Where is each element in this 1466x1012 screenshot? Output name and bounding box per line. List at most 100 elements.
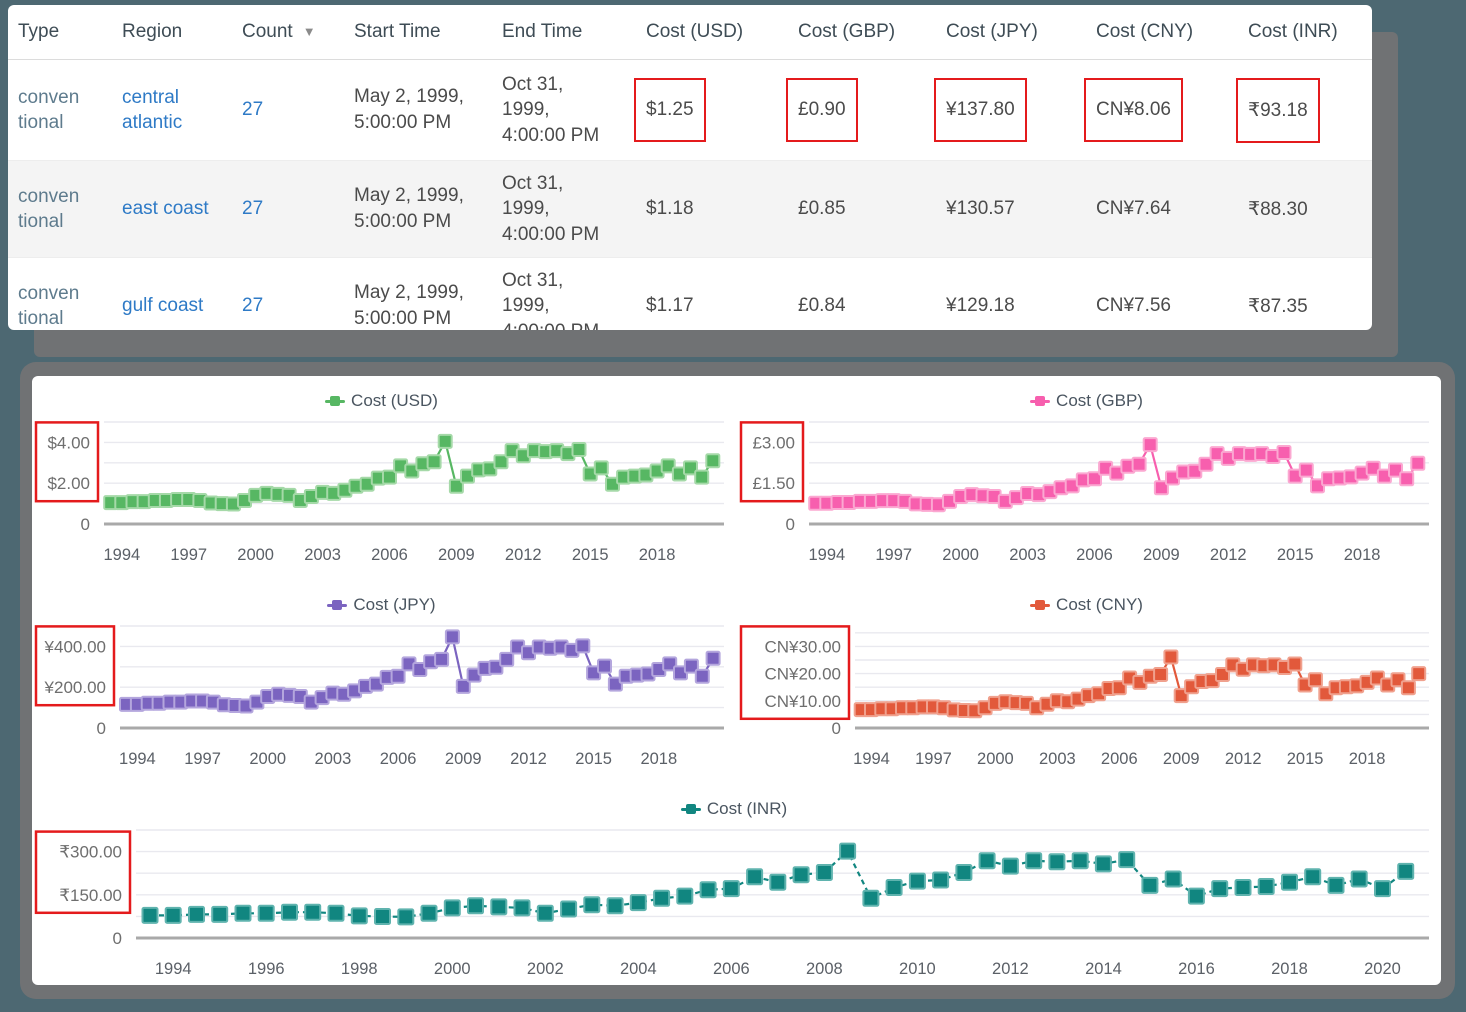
svg-text:1997: 1997 [915,750,952,768]
svg-text:2009: 2009 [1163,750,1200,768]
cell-count: 27 [232,59,344,161]
type-value: conventional [18,86,80,133]
column-header-type[interactable]: Type [8,5,112,60]
jpy-legend-marker-icon [327,600,348,610]
svg-text:2000: 2000 [249,750,286,768]
cell-end-time: Oct 31, 1999, 4:00:00 PM [492,160,636,258]
column-header-cost-usd[interactable]: Cost (USD) [636,5,788,60]
end-time-value: Oct 31, 1999, 4:00:00 PM [502,269,599,330]
table-row[interactable]: conventional gulf coast 27 May 2, 1999, … [8,257,1372,330]
region-link[interactable]: central atlantic [122,86,183,133]
svg-text:2020: 2020 [1364,960,1401,978]
svg-text:2000: 2000 [434,960,471,978]
end-time-value: Oct 31, 1999, 4:00:00 PM [502,172,600,245]
column-header-cost-gbp[interactable]: Cost (GBP) [788,5,936,60]
axis-highlight-box [34,830,132,915]
column-header-cost-inr[interactable]: Cost (INR) [1238,5,1372,60]
table-row[interactable]: conventional east coast 27 May 2, 1999, … [8,160,1372,258]
svg-text:2009: 2009 [1143,546,1180,564]
column-header-cost-cny[interactable]: Cost (CNY) [1086,5,1238,60]
cny-chart-plot[interactable]: CN¥30.00 CN¥20.00 CN¥10.00 0 1994 1997 2000 200… [737,618,1441,782]
gbp-chart-legend[interactable]: Cost (GBP) [737,390,1441,412]
column-header-region[interactable]: Region [112,5,232,60]
cell-cost-inr: ₹88.30 [1238,160,1372,258]
svg-text:2015: 2015 [572,546,609,564]
cny-legend-label: Cost (CNY) [1056,595,1143,614]
svg-text:CN¥20.00: CN¥20.00 [764,665,841,684]
start-time-value: May 2, 1999, 5:00:00 PM [354,86,464,133]
cost-inr-value: ₹93.18 [1248,99,1308,121]
cell-cost-jpy: ¥137.80 [934,59,1086,161]
svg-text:0: 0 [113,929,122,948]
region-link[interactable]: east coast [122,198,209,220]
svg-text:$4.00: $4.00 [47,433,90,452]
svg-text:1998: 1998 [341,960,378,978]
jpy-chart-plot[interactable]: ¥400.00 ¥200.00 0 1994 1997 2000 2003 2006 2009 2… [32,618,736,782]
svg-text:2000: 2000 [942,546,979,564]
svg-text:2010: 2010 [899,960,936,978]
svg-text:CN¥10.00: CN¥10.00 [764,692,841,711]
column-header-label: Cost (INR) [1248,21,1338,42]
cell-cost-cny: CN¥7.64 [1086,160,1238,258]
svg-text:₹300.00: ₹300.00 [59,843,122,862]
highlight-box-jpy: ¥137.80 [934,78,1027,142]
cell-cost-inr: ₹87.35 [1238,257,1372,330]
cost-jpy-value: ¥129.18 [946,295,1015,316]
usd-chart-legend[interactable]: Cost (USD) [32,390,736,412]
svg-text:0: 0 [81,515,90,534]
svg-text:2006: 2006 [371,546,408,564]
cell-count: 27 [232,257,344,330]
type-value: conventional [18,185,80,232]
sort-descending-icon[interactable]: ▼ [302,24,316,39]
axis-highlight-box [739,625,851,721]
highlight-box-gbp: £0.90 [786,78,858,142]
axis-highlight-box [34,625,116,707]
cost-usd-value: $1.18 [646,198,694,219]
cell-region: east coast [112,160,232,258]
usd-chart-plot[interactable]: $4.00 $2.00 0 1994 1997 2000 2003 2006 2009 2012 2… [32,414,736,578]
cell-cost-gbp: £0.84 [788,257,936,330]
column-header-cost-jpy[interactable]: Cost (JPY) [936,5,1086,60]
inr-chart-plot[interactable]: ₹300.00 ₹150.00 0 1994 1996 1998 2000 2002 2004 2… [32,822,1441,982]
cell-cost-cny: CN¥8.06 [1084,59,1238,161]
svg-text:2018: 2018 [640,750,677,768]
svg-text:2003: 2003 [315,750,352,768]
column-header-label: Type [18,21,60,42]
column-header-end-time[interactable]: End Time [492,5,636,60]
column-header-count[interactable]: Count ▼ [232,5,344,60]
region-link[interactable]: gulf coast [122,295,204,317]
cell-cost-usd: $1.25 [634,59,788,161]
svg-text:2015: 2015 [1277,546,1314,564]
inr-chart-legend[interactable]: Cost (INR) [32,798,1441,820]
cell-count: 27 [232,160,344,258]
count-link[interactable]: 27 [242,198,264,219]
svg-text:1994: 1994 [155,960,192,978]
jpy-chart-legend[interactable]: Cost (JPY) [32,594,736,616]
cny-chart: Cost (CNY) CN¥30.00 CN¥20.00 CN¥10.00 0 1994… [737,588,1441,794]
count-link[interactable]: 27 [242,295,264,316]
column-header-label: Cost (GBP) [798,21,896,42]
svg-text:2014: 2014 [1085,960,1122,978]
cost-cny-value: CN¥8.06 [1096,99,1171,120]
svg-text:¥200.00: ¥200.00 [44,678,106,697]
table-header-row: Type Region Count ▼ Start Time End Time C… [8,5,1372,60]
column-header-label: Region [122,21,183,42]
gbp-chart-plot[interactable]: £3.00 £1.50 0 1994 1997 2000 2003 2006 2009 2012 2… [737,414,1441,578]
charts-card: Cost (USD) $4.00 $2.00 0 1994 1997 2000 2003 20… [32,376,1441,985]
svg-text:2004: 2004 [620,960,657,978]
axis-highlight-box [34,421,100,503]
cny-chart-legend[interactable]: Cost (CNY) [737,594,1441,616]
count-link[interactable]: 27 [242,99,264,120]
svg-text:1994: 1994 [808,546,845,564]
column-header-label: Cost (CNY) [1096,21,1194,42]
column-header-start-time[interactable]: Start Time [344,5,492,60]
start-time-value: May 2, 1999, 5:00:00 PM [354,185,464,232]
svg-text:£3.00: £3.00 [752,433,795,452]
cell-cost-gbp: £0.90 [786,59,936,161]
table-row[interactable]: conventional central atlantic 27 May 2, … [8,59,1372,161]
svg-text:2006: 2006 [713,960,750,978]
svg-text:2016: 2016 [1178,960,1215,978]
cost-gbp-value: £0.85 [798,198,846,219]
svg-text:2003: 2003 [304,546,341,564]
svg-text:2008: 2008 [806,960,843,978]
